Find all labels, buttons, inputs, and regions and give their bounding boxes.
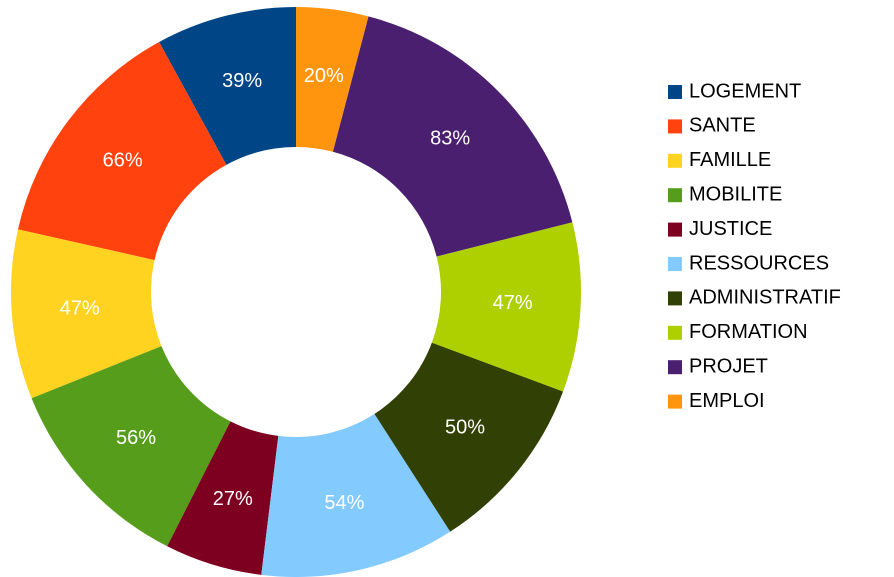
data-label: 27%	[213, 488, 253, 510]
slice	[159, 7, 296, 165]
slice	[31, 346, 231, 547]
slice	[431, 222, 582, 392]
slice	[11, 229, 162, 399]
legend-swatch	[668, 257, 682, 271]
data-label: 39%	[222, 70, 262, 92]
data-label: 83%	[430, 128, 470, 150]
legend-label: JUSTICE	[689, 218, 772, 240]
data-label: 47%	[60, 298, 100, 320]
data-label: 56%	[116, 427, 156, 449]
slice	[332, 16, 573, 257]
legend-swatch	[668, 119, 682, 134]
data-label: 20%	[304, 65, 344, 87]
legend-swatch	[668, 153, 682, 168]
legend-swatch	[668, 85, 682, 99]
legend-swatch	[668, 325, 682, 340]
slice	[296, 7, 369, 152]
slice	[17, 42, 227, 261]
legend-swatch	[668, 188, 682, 203]
legend-label: PROJET	[689, 355, 768, 377]
data-label: 54%	[324, 492, 364, 514]
legend-label: EMPLOI	[689, 390, 765, 412]
data-label: 50%	[445, 416, 485, 438]
slice	[374, 342, 564, 532]
data-label: 66%	[103, 150, 143, 172]
legend-label: ADMINISTRATIF	[689, 287, 841, 309]
legend-label: SANTE	[689, 115, 756, 137]
legend-swatch	[668, 291, 682, 306]
legend-swatch	[668, 222, 682, 237]
slice	[167, 421, 279, 575]
slice	[261, 413, 451, 577]
legend-label: FAMILLE	[689, 149, 771, 171]
legend-label: LOGEMENT	[689, 80, 801, 102]
legend-label: RESSOURCES	[689, 252, 829, 274]
legend-label: MOBILITE	[689, 183, 782, 205]
legend-label: FORMATION	[689, 321, 808, 343]
data-label: 47%	[493, 292, 533, 314]
legend-swatch	[668, 394, 682, 409]
legend-swatch	[668, 360, 682, 375]
